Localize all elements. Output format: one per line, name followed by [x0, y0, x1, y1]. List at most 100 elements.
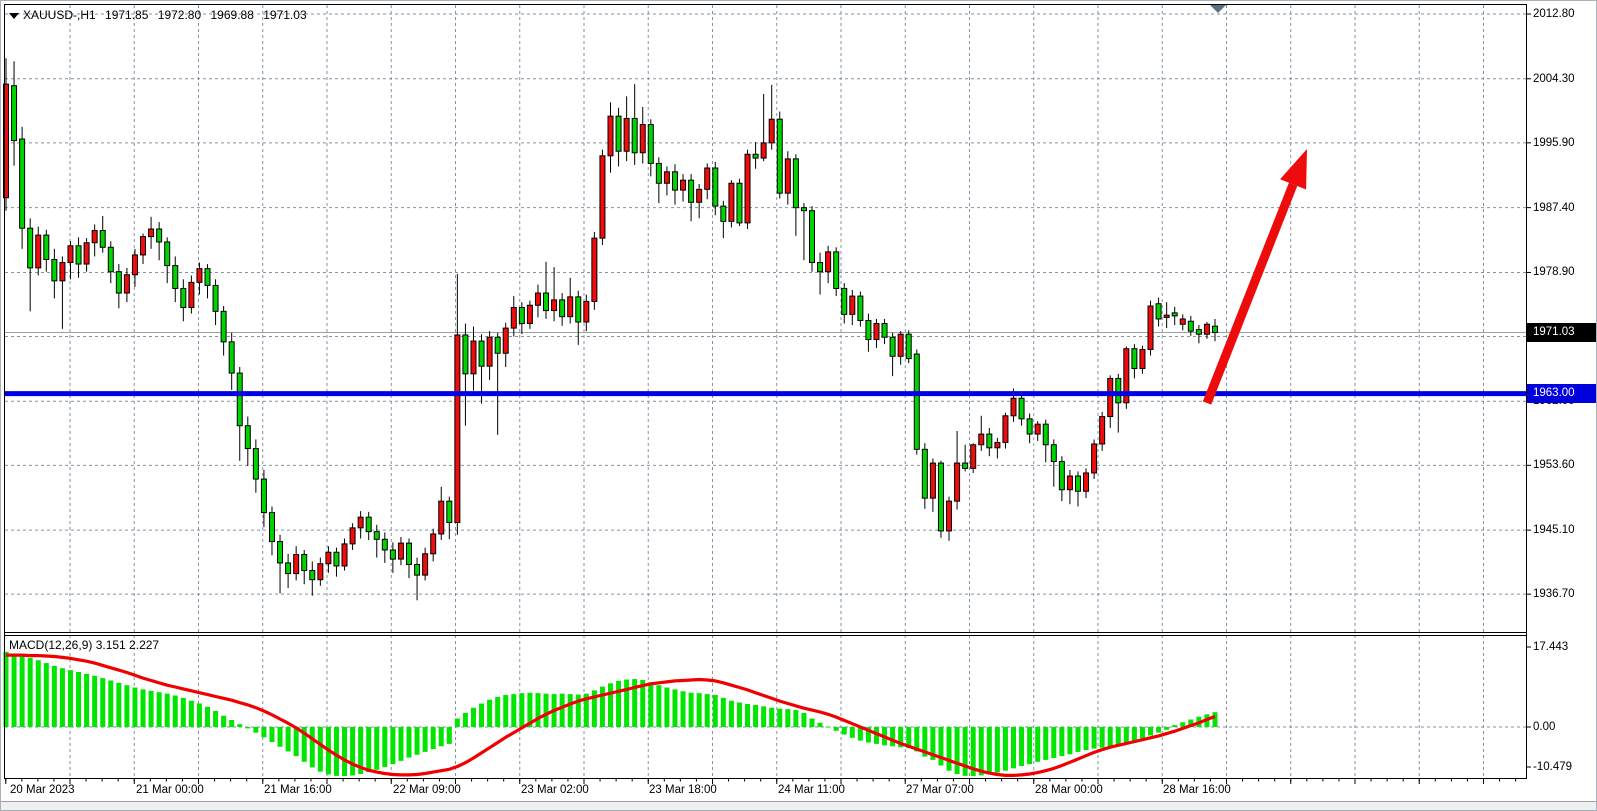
candle-body: [1115, 377, 1122, 404]
candle-body: [333, 551, 340, 567]
candle-body: [454, 334, 461, 524]
candle-body: [1066, 475, 1073, 491]
macd-histogram-bar: [825, 726, 831, 728]
candle-body: [567, 296, 574, 318]
macd-histogram-bar: [438, 727, 444, 747]
candle-body: [833, 251, 840, 289]
candle-body: [35, 234, 42, 269]
macd-histogram-bar: [269, 727, 275, 743]
candle-body: [671, 171, 678, 191]
candle-body: [946, 500, 953, 532]
macd-histogram-bar: [1043, 727, 1049, 760]
macd-histogram-bar: [422, 727, 428, 752]
macd-histogram-bar: [736, 702, 742, 727]
macd-histogram-bar: [632, 679, 638, 727]
macd-histogram-bar: [100, 678, 106, 727]
candle-body: [575, 296, 582, 323]
time-axis-label: 21 Mar 16:00: [264, 784, 332, 796]
candle-body: [921, 448, 928, 499]
candle-body: [736, 182, 743, 224]
candle-body: [277, 541, 284, 564]
trend-arrow-head[interactable]: [1280, 149, 1307, 190]
candle-body: [680, 179, 687, 191]
candle-body: [1163, 314, 1170, 318]
macd-histogram-bar: [801, 712, 807, 727]
candle-body: [349, 527, 356, 545]
time-axis-label: 21 Mar 00:00: [136, 784, 204, 796]
macd-histogram-bar: [67, 670, 73, 727]
candle-body: [792, 158, 799, 209]
macd-histogram-bar: [1075, 727, 1081, 752]
macd-histogram-bar: [616, 680, 622, 727]
candle-body: [809, 210, 815, 264]
macd-histogram-bar: [841, 727, 847, 735]
candle-body: [1155, 303, 1162, 320]
macd-histogram-bar: [793, 710, 799, 727]
candle-body: [140, 236, 147, 256]
macd-histogram-bar: [535, 693, 541, 727]
time-axis-label: 22 Mar 09:00: [393, 784, 461, 796]
chart-frame: [4, 4, 1527, 779]
macd-histogram-bar: [656, 685, 662, 727]
macd-histogram-bar: [205, 706, 210, 727]
macd-histogram-bar: [1180, 722, 1186, 727]
candle-body: [196, 268, 203, 283]
trend-arrow-shaft[interactable]: [1202, 182, 1298, 405]
macd-histogram-bar: [1051, 727, 1057, 759]
macd-histogram-bar: [366, 727, 372, 773]
symbol-dropdown-icon[interactable]: [9, 13, 19, 19]
macd-histogram-bar: [728, 700, 734, 727]
macd-histogram-bar: [3, 651, 9, 727]
candle-body: [1042, 423, 1049, 446]
macd-histogram-bar: [1107, 727, 1113, 747]
candle-body: [639, 124, 646, 154]
macd-histogram-bar: [1067, 727, 1073, 755]
macd-histogram-bar: [865, 727, 871, 743]
time-axis-label: 24 Mar 11:00: [778, 784, 845, 796]
macd-histogram-bar: [712, 695, 718, 727]
candle-body: [688, 179, 695, 203]
macd-histogram-bar: [148, 690, 154, 727]
candle-body: [1203, 323, 1210, 335]
macd-histogram-bar: [43, 663, 49, 727]
candle-body: [27, 227, 34, 269]
price-axis-label: 1978.90: [1533, 266, 1575, 279]
macd-histogram-bar: [1164, 727, 1170, 730]
macd-histogram-bar: [317, 727, 323, 772]
macd-histogram-bar: [898, 727, 904, 748]
macd-histogram-bar: [116, 682, 122, 727]
macd-histogram-bar: [309, 727, 315, 768]
candle-body: [341, 543, 348, 567]
macd-histogram-bar: [1019, 727, 1025, 767]
candle-body: [91, 230, 98, 244]
candle-body: [148, 228, 155, 238]
macd-histogram-bar: [479, 703, 485, 727]
time-axis-label: 23 Mar 18:00: [649, 784, 717, 796]
candle-body: [1131, 348, 1138, 370]
macd-histogram-bar: [1011, 727, 1016, 769]
candle-body: [631, 117, 638, 154]
macd-histogram-bar: [938, 727, 944, 766]
candle-body: [1212, 325, 1218, 333]
macd-histogram-bar: [462, 712, 468, 727]
candle-body: [220, 310, 227, 343]
hline-price-box: 1963.00: [1527, 384, 1596, 404]
candle-body: [704, 167, 711, 190]
candle-body: [115, 271, 122, 294]
candle-body: [212, 284, 219, 312]
candle-body: [131, 254, 138, 276]
candle-body: [800, 207, 807, 212]
close-value: 1971.03: [263, 8, 307, 22]
candle-body: [373, 531, 380, 540]
candle-body: [430, 533, 437, 555]
time-axis-label: 23 Mar 02:00: [521, 784, 589, 796]
macd-histogram-bar: [84, 673, 90, 727]
macd-histogram-bar: [1059, 727, 1065, 757]
macd-histogram-bar: [890, 727, 896, 747]
macd-histogram-bar: [1091, 727, 1097, 749]
candle-body: [534, 292, 541, 306]
candle-body: [954, 462, 961, 502]
candle-body: [1058, 461, 1065, 491]
candle-body: [389, 549, 396, 560]
